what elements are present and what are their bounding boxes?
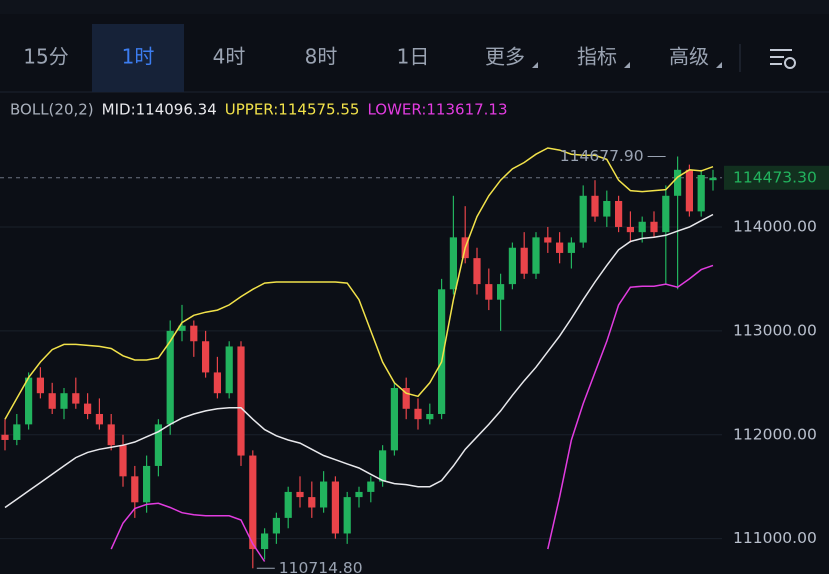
candle-body — [662, 195, 670, 233]
candle-body — [473, 258, 481, 285]
candle-body — [603, 200, 611, 217]
candle-body — [13, 424, 21, 440]
last-price-box — [724, 165, 829, 190]
candle-body — [367, 481, 375, 492]
candle-body — [72, 393, 80, 404]
candle-body — [449, 237, 457, 290]
candle-body — [438, 289, 446, 414]
candle-body — [414, 408, 422, 420]
candle-body — [544, 237, 552, 243]
dropdown-caret — [532, 62, 538, 68]
candle-body — [497, 284, 505, 300]
legend-entry: UPPER:114575.55 — [225, 101, 360, 119]
candle-body — [84, 403, 92, 414]
candle-body — [520, 247, 528, 274]
dropdown-caret — [624, 62, 630, 68]
candle-body — [249, 455, 257, 550]
candle-body — [638, 221, 646, 233]
tab[interactable]: 1时 — [122, 45, 155, 69]
candle-body — [390, 388, 398, 451]
candle-body — [379, 450, 387, 482]
tab[interactable]: 指标 — [577, 45, 617, 69]
candle-body — [556, 242, 564, 253]
tab[interactable]: 更多 — [485, 45, 525, 69]
candle-body — [237, 346, 245, 456]
band-line — [4, 213, 714, 509]
max-label: 114677.90 — [560, 147, 644, 165]
y-tick-label: 112000.00 — [733, 425, 817, 443]
candle-body — [331, 481, 339, 534]
tab[interactable]: 8时 — [305, 45, 338, 69]
candle-body — [615, 200, 623, 227]
candle-body — [567, 242, 575, 253]
candle-body — [320, 481, 328, 508]
y-tick-label: 114000.00 — [733, 217, 817, 235]
tab-selected-bg — [92, 24, 184, 92]
band-line — [4, 147, 714, 420]
status-strip — [0, 0, 829, 14]
plot — [0, 147, 722, 569]
settings-icon[interactable] — [770, 49, 796, 69]
y-tick-label: 111000.00 — [733, 529, 817, 547]
candle-body — [626, 226, 634, 233]
candle-body — [48, 393, 56, 409]
candle-body — [532, 237, 540, 274]
tab[interactable]: 1日 — [397, 45, 430, 69]
candle-body — [508, 247, 516, 285]
tab[interactable]: 15分 — [23, 45, 68, 69]
candle-body — [166, 330, 174, 425]
indicator-label: BOLL(20,2) — [10, 101, 94, 119]
candle-body — [697, 175, 705, 212]
candle-body — [284, 491, 292, 518]
tab[interactable]: 4时 — [213, 45, 246, 69]
candle-body — [261, 533, 269, 550]
candle-body — [202, 341, 210, 373]
candle-body — [178, 325, 186, 331]
candle-body — [190, 325, 198, 342]
candle-body — [685, 169, 693, 212]
candle-body — [25, 377, 33, 425]
candle-body — [36, 377, 44, 394]
candle-body — [426, 413, 434, 420]
min-label: 110714.80 — [279, 559, 363, 574]
candle-body — [579, 195, 587, 243]
candle-body — [355, 491, 363, 498]
candle-body — [225, 346, 233, 394]
dropdown-caret — [716, 62, 722, 68]
candle-body — [1, 434, 9, 440]
toolbar: 15分 1时 4时 8时 1日 更多 指标 高级 — [23, 24, 722, 92]
candle-body — [131, 476, 139, 503]
tab[interactable]: 高级 — [669, 45, 709, 69]
candle-body — [296, 491, 304, 498]
candle-body — [143, 465, 151, 503]
candle-body — [119, 445, 127, 477]
last-price-label: 114473.30 — [733, 168, 817, 186]
candle-body — [402, 388, 410, 409]
legend-entry: MID:114096.34 — [102, 101, 217, 119]
candle-body — [591, 195, 599, 217]
candle-body — [213, 372, 221, 394]
legend-entry: LOWER:113617.13 — [367, 101, 507, 119]
candle-body — [485, 284, 493, 300]
candle-body — [272, 517, 280, 534]
candle-body — [107, 424, 115, 446]
candle-body — [650, 221, 658, 233]
candle-body — [674, 169, 682, 196]
candle-body — [709, 177, 717, 181]
candle-body — [60, 393, 68, 409]
candle-body — [154, 424, 162, 466]
band-line — [547, 264, 714, 550]
y-tick-label: 113000.00 — [733, 321, 817, 339]
legend: BOLL(20,2) MID:114096.34 UPPER:114575.55 LO… — [10, 101, 508, 119]
candle-body — [308, 497, 316, 508]
band-line — [110, 502, 266, 562]
candle-body — [95, 413, 103, 425]
candle-body — [343, 497, 351, 534]
